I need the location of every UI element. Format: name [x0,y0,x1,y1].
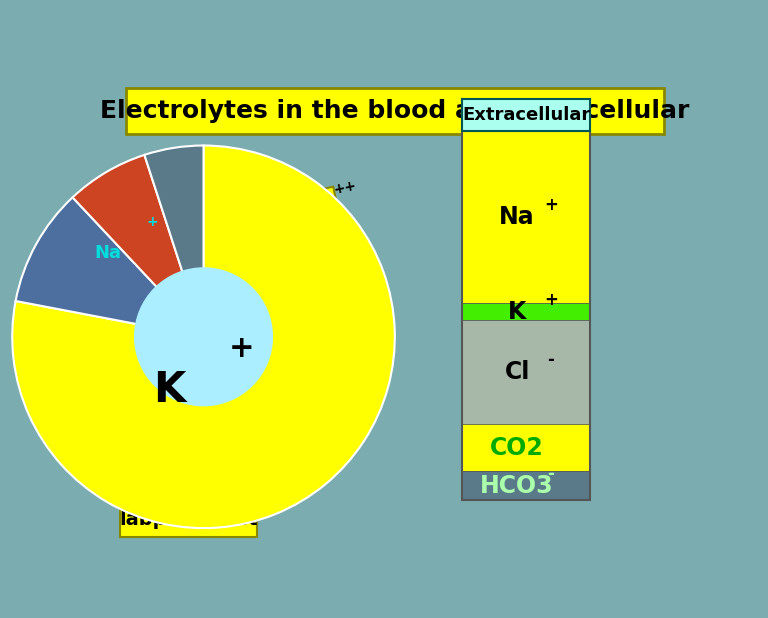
Circle shape [134,268,273,405]
Text: CO2: CO2 [490,436,544,460]
Wedge shape [12,145,395,528]
Bar [120,311,253,343]
Bar [462,131,590,303]
Text: labpedia.net: labpedia.net [119,510,257,529]
Bar [462,303,590,320]
Text: HCO3: HCO3 [480,474,554,497]
Text: +: + [146,215,157,229]
Bar [462,131,590,500]
Bar [462,320,590,424]
Text: Ca: Ca [227,177,257,201]
Text: +: + [544,197,558,214]
Text: -: - [548,465,554,483]
Text: Extracellular: Extracellular [462,106,590,124]
Wedge shape [72,155,204,337]
Bar [126,88,664,133]
Text: +: + [229,334,254,363]
Text: ++: ++ [332,178,358,197]
Text: Electrolytes in the blood and intracellular: Electrolytes in the blood and intracellu… [100,99,690,123]
Wedge shape [144,145,204,337]
Text: Cl: Cl [505,360,530,384]
Text: K: K [153,370,185,412]
Text: Na: Na [94,243,121,261]
Text: +: + [544,290,558,308]
Text: ++: ++ [257,165,283,183]
Text: -: - [548,351,554,369]
Bar [462,99,590,131]
Text: K: K [508,300,526,324]
Wedge shape [15,197,204,337]
Bar [462,472,590,500]
Bar [120,502,257,536]
Bar [462,424,590,472]
Text: Mg: Mg [298,191,334,216]
Text: Na: Na [499,205,535,229]
Text: Intracellular: Intracellular [124,318,248,336]
